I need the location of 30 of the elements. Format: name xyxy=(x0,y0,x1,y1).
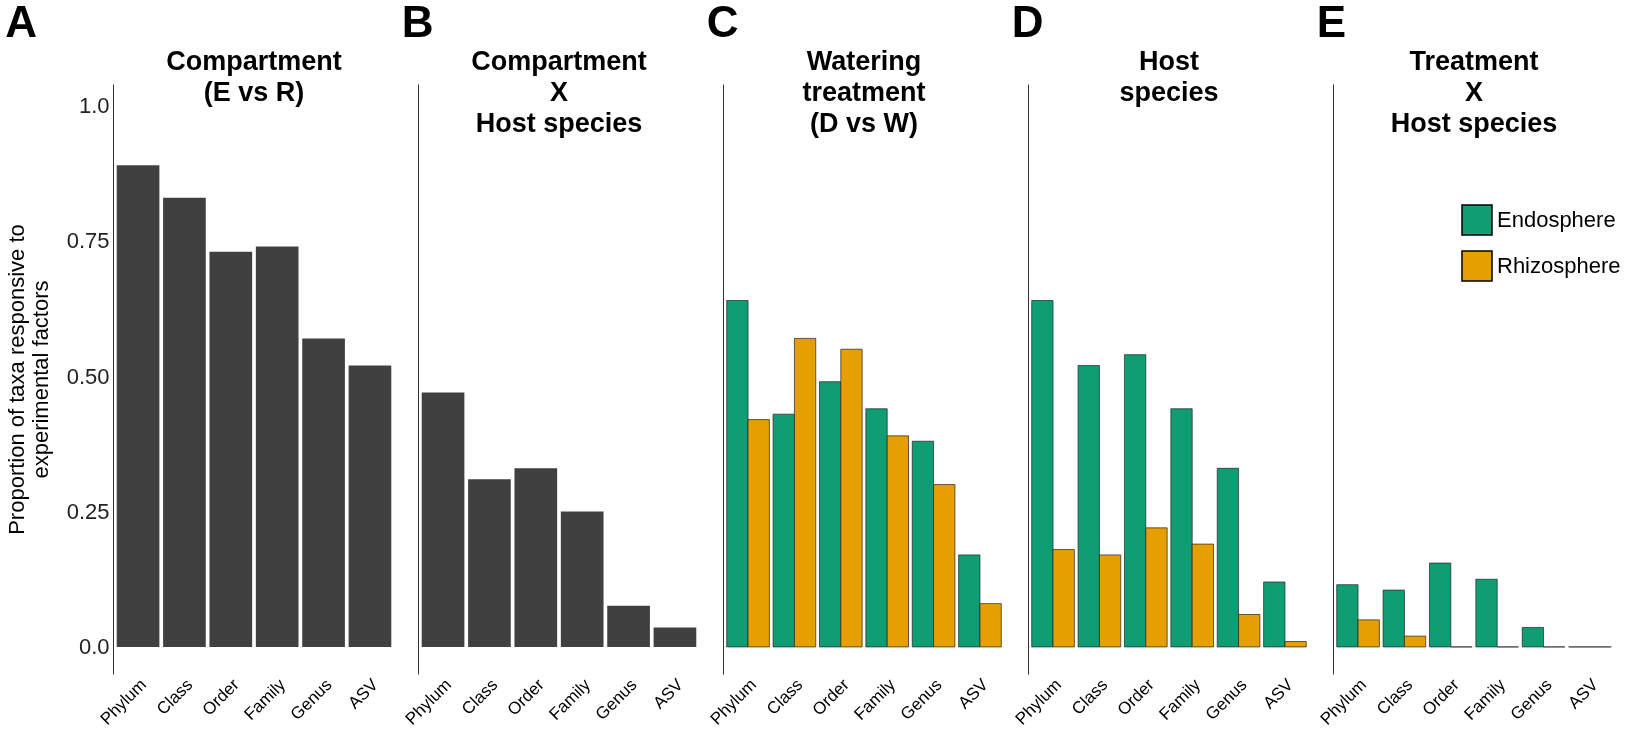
bar xyxy=(209,251,253,647)
bar xyxy=(560,511,604,647)
bar xyxy=(255,246,299,647)
bar xyxy=(163,197,206,647)
chart-title: D xyxy=(1011,0,1044,46)
bar xyxy=(653,627,697,647)
legend-label: Endosphere xyxy=(1497,207,1616,232)
bar xyxy=(607,605,650,647)
y-tick-label: 1.0 xyxy=(78,93,110,119)
y-tick-label: 0.50 xyxy=(66,363,110,389)
chart-subtitle: Host species xyxy=(1119,46,1219,107)
bar xyxy=(116,165,160,647)
bar xyxy=(421,392,465,647)
chart-subtitle: Watering treatment (D vs W) xyxy=(802,46,926,138)
y-axis-title: Proportion of taxa responsive to experimental factors xyxy=(3,224,53,535)
bar xyxy=(514,468,558,647)
bar xyxy=(468,479,511,647)
chart-title: A xyxy=(5,0,37,46)
bar xyxy=(348,365,392,647)
chart-subtitle: Treatment X Host species xyxy=(1390,46,1558,138)
chart-subtitle: Compartment X Host species xyxy=(471,46,647,138)
y-tick-label: 0.75 xyxy=(66,228,110,254)
chart-title: E xyxy=(1316,0,1347,46)
y-tick-label: 0.25 xyxy=(66,499,110,525)
y-tick-label: 0.0 xyxy=(78,634,110,660)
chart-subtitle: Compartment (E vs R) xyxy=(166,46,342,107)
bar xyxy=(302,338,345,647)
chart-title: C xyxy=(706,0,739,46)
chart-title: B xyxy=(401,0,434,46)
legend-label: Rhizosphere xyxy=(1497,253,1621,278)
